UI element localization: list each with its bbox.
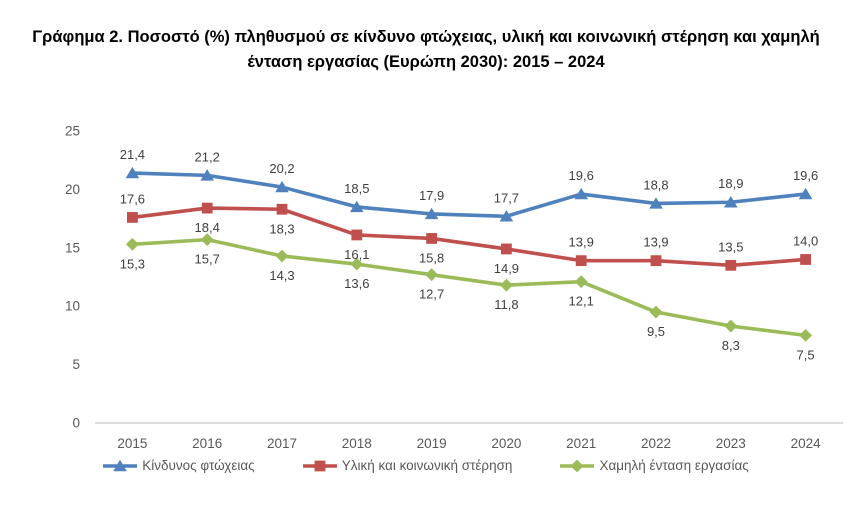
diamond-data-point-marker [275, 249, 289, 263]
data-label: 19,6 [793, 168, 818, 183]
data-label: 12,1 [569, 294, 594, 309]
data-label: 13,9 [569, 235, 594, 250]
square-data-point-marker [351, 229, 363, 241]
y-tick-label: 15 [65, 240, 80, 255]
x-tick-label: 2022 [641, 436, 671, 451]
chart-title-line2: ένταση εργασίας (Ευρώπη 2030): 2015 – 20… [247, 53, 605, 71]
data-label: 17,7 [494, 190, 519, 205]
data-label: 15,8 [419, 250, 444, 265]
data-label: 13,5 [718, 239, 743, 254]
y-tick-label: 25 [65, 124, 80, 139]
data-label: 17,9 [419, 188, 444, 203]
y-tick-label: 20 [65, 182, 80, 197]
legend-item-poverty-risk: Κίνδυνος φτώχειας [103, 458, 255, 473]
data-label: 18,4 [195, 220, 220, 235]
data-label: 13,9 [643, 235, 668, 250]
diamond-data-point-marker [500, 278, 513, 292]
triangle-data-point-marker [125, 166, 140, 179]
data-label: 19,6 [569, 168, 594, 183]
square-data-point-marker [201, 202, 213, 214]
data-label: 15,3 [120, 256, 145, 271]
diamond-data-point-marker [425, 268, 438, 282]
y-tick-label: 10 [65, 299, 80, 314]
data-label: 21,2 [195, 149, 220, 164]
square-data-point-marker [276, 203, 288, 215]
diamond-data-point-marker [724, 319, 738, 333]
data-label: 20,2 [269, 161, 294, 176]
legend-item-low-work-intensity: Χαμηλή ένταση εργασίας [560, 458, 749, 473]
data-label: 14,9 [494, 261, 519, 276]
x-tick-label: 2018 [342, 436, 372, 451]
diamond-legend-marker-icon [560, 459, 595, 472]
data-label: 7,5 [797, 347, 815, 362]
legend-item-material-deprivation: Υλική και κοινωνική στέρηση [302, 458, 513, 473]
y-tick-label: 5 [72, 357, 80, 372]
triangle-data-point-marker [350, 200, 364, 213]
chart-legend: Κίνδυνος φτώχειας Υλική και κοινωνική στ… [0, 458, 852, 473]
square-data-point-marker [501, 243, 512, 255]
chart-title: Γράφημα 2. Ποσοστό (%) πληθυσμού σε κίνδ… [0, 25, 852, 75]
x-tick-label: 2021 [566, 436, 596, 451]
data-label: 18,3 [269, 221, 294, 236]
triangle-legend-marker-icon [103, 459, 138, 471]
square-data-point-marker [650, 255, 662, 267]
square-data-point-marker [800, 254, 811, 265]
x-tick-label: 2017 [267, 436, 297, 451]
y-tick-label: 0 [72, 416, 80, 431]
legend-label: Χαμηλή ένταση εργασίας [599, 458, 749, 473]
triangle-data-point-marker [424, 207, 439, 220]
data-label: 14,3 [269, 268, 294, 283]
data-label: 11,8 [494, 297, 518, 312]
triangle-data-point-marker [724, 196, 738, 208]
triangle-data-point-marker [798, 187, 813, 200]
data-label: 13,6 [344, 276, 369, 291]
diamond-data-point-marker [126, 237, 139, 251]
diamond-icon [571, 459, 584, 472]
diamond-data-point-marker [574, 275, 588, 289]
triangle-data-point-marker [574, 187, 588, 200]
series-line-2 [130, 237, 808, 338]
data-label: 18,9 [718, 176, 743, 191]
legend-label: Κίνδυνος φτώχειας [142, 458, 255, 473]
x-tick-label: 2024 [791, 436, 822, 451]
square-data-point-marker [725, 259, 737, 271]
data-label: 12,7 [419, 287, 444, 302]
data-label: 8,3 [722, 338, 740, 353]
square-data-point-marker [127, 212, 138, 223]
x-tick-label: 2016 [192, 436, 222, 451]
diamond-data-point-marker [649, 305, 663, 319]
x-tick-label: 2015 [117, 436, 147, 451]
data-label: 17,6 [120, 191, 145, 206]
data-label: 15,7 [195, 252, 220, 267]
x-tick-label: 2019 [417, 436, 447, 451]
diamond-data-point-marker [350, 257, 364, 271]
data-label: 21,4 [120, 147, 145, 162]
triangle-data-point-marker [499, 210, 514, 222]
series-line-1 [130, 206, 808, 268]
x-tick-label: 2023 [716, 436, 746, 451]
legend-label: Υλική και κοινωνική στέρηση [341, 458, 513, 473]
data-label: 18,8 [643, 177, 668, 192]
x-tick-label: 2020 [491, 436, 521, 451]
data-label: 14,0 [793, 233, 818, 248]
square-icon [314, 460, 326, 471]
triangle-data-point-marker [200, 169, 214, 181]
triangle-data-point-marker [275, 180, 289, 193]
square-legend-marker-icon [302, 460, 337, 471]
data-label: 9,5 [647, 324, 665, 339]
triangle-icon [113, 459, 128, 471]
square-data-point-marker [575, 255, 587, 267]
square-data-point-marker [426, 233, 437, 244]
data-label: 16,1 [344, 247, 369, 262]
series-line-0 [130, 171, 808, 219]
triangle-data-point-marker [649, 197, 663, 209]
diamond-data-point-marker [799, 329, 812, 342]
data-label: 18,5 [344, 181, 369, 196]
diamond-data-point-marker [200, 233, 214, 247]
chart-title-line1: Γράφημα 2. Ποσοστό (%) πληθυσμού σε κίνδ… [32, 28, 820, 46]
